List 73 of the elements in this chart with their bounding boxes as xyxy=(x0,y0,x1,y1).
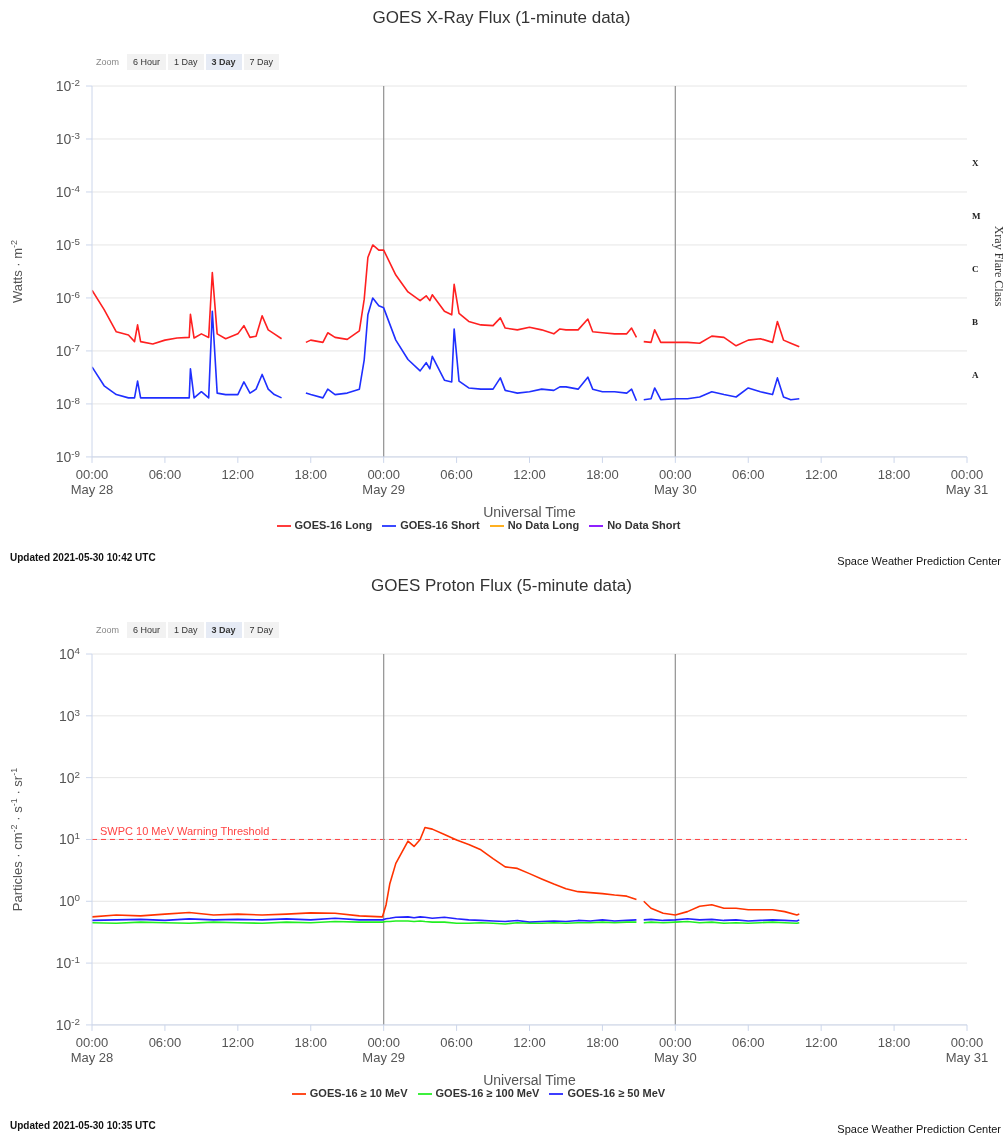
x-tick-label: 00:00 May 31 xyxy=(945,466,989,497)
x-tick-label: 12:00 xyxy=(804,466,838,482)
x-tick-label: 00:00 May 29 xyxy=(362,1034,405,1065)
text: 6 Hour xyxy=(127,622,167,638)
y-tick-label: 10$^{0}$ xyxy=(58,891,81,910)
x-tick-label: 18:00 xyxy=(294,1034,328,1050)
x-tick-label: 18:00 xyxy=(586,466,619,482)
text: Zoom xyxy=(95,624,120,637)
text: Zoom xyxy=(95,56,120,69)
text: Updated 2021-05-30 10:35 UTC xyxy=(10,1120,156,1131)
y-tick-label: 10$^{4}$ xyxy=(58,644,81,662)
y-tick-label: 10$^{-2}$ xyxy=(55,1015,80,1033)
legend-label: GOES-16 ≥ 50 MeV xyxy=(567,1086,666,1099)
legend-label: No Data Long xyxy=(507,518,580,531)
x-tick-label: 00:00 May 28 xyxy=(70,1034,114,1065)
text: 6 Hour xyxy=(127,54,167,70)
text: A xyxy=(972,369,979,380)
text: X xyxy=(972,158,979,169)
x-tick-label: 12:00 xyxy=(804,1034,838,1050)
legend-label: GOES-16 ≥ 10 MeV xyxy=(309,1086,408,1099)
x-tick-label: 00:00 May 30 xyxy=(654,1034,697,1065)
x-tick-label: 18:00 xyxy=(877,1034,911,1050)
text: 1 Day xyxy=(168,622,204,638)
x-tick-label: 06:00 xyxy=(731,466,765,482)
x-axis-title: Universal Time xyxy=(483,1071,576,1088)
chart-title: GOES Proton Flux (5-minute data) xyxy=(370,576,633,596)
x-tick-label: 06:00 xyxy=(148,1034,182,1050)
x-tick-label: 12:00 xyxy=(513,466,546,482)
text: M xyxy=(972,211,981,222)
chart-title: GOES X-Ray Flux (1-minute data) xyxy=(371,8,632,28)
x-tick-label: 06:00 xyxy=(440,466,473,482)
x-tick-label: 18:00 xyxy=(586,1034,619,1050)
x-tick-label: 00:00 May 29 xyxy=(362,466,405,497)
y-tick-label: 10$^{-7}$ xyxy=(55,341,80,359)
text: 7 Day xyxy=(243,54,280,70)
x-tick-label: 06:00 xyxy=(148,466,182,482)
text: Updated 2021-05-30 10:42 UTC xyxy=(10,552,156,563)
y-tick-label: 10$^{-2}$ xyxy=(55,76,80,94)
x-tick-label: 12:00 xyxy=(513,1034,546,1050)
y-tick-label: 10$^{-4}$ xyxy=(55,182,81,200)
y-tick-label: 10$^{-9}$ xyxy=(55,447,80,465)
x-tick-label: 00:00 May 30 xyxy=(654,466,697,497)
y2-axis-title: Xray Flare Class xyxy=(992,225,1003,307)
text: 1 Day xyxy=(168,54,204,70)
text: 3 Day xyxy=(205,622,242,638)
legend-label: No Data Short xyxy=(607,518,681,531)
legend-label: GOES-16 Long xyxy=(294,518,373,531)
y-tick-label: 10$^{2}$ xyxy=(58,768,80,786)
x-tick-label: 18:00 xyxy=(877,466,911,482)
text: 7 Day xyxy=(243,622,280,638)
y-tick-label: 10$^{-6}$ xyxy=(55,288,81,306)
x-tick-label: 06:00 xyxy=(731,1034,765,1050)
x-tick-label: 00:00 May 31 xyxy=(945,1034,989,1065)
y-tick-label: 10$^{-5}$ xyxy=(55,235,81,253)
legend-label: GOES-16 Short xyxy=(400,518,480,531)
text: Space Weather Prediction Center xyxy=(837,1123,1001,1135)
legend-label: GOES-16 ≥ 100 MeV xyxy=(435,1086,540,1099)
text: Space Weather Prediction Center xyxy=(837,555,1001,567)
text: B xyxy=(972,317,979,328)
text: 3 Day xyxy=(205,54,242,70)
x-tick-label: 06:00 xyxy=(440,1034,473,1050)
x-tick-label: 18:00 xyxy=(294,466,328,482)
y-tick-label: 10$^{-8}$ xyxy=(55,394,81,412)
y-tick-label: 10$^{3}$ xyxy=(58,706,81,724)
x-tick-label: 12:00 xyxy=(221,466,255,482)
y-tick-label: 10$^{-3}$ xyxy=(55,129,81,147)
x-axis-title: Universal Time xyxy=(483,503,576,520)
x-tick-label: 12:00 xyxy=(221,1034,255,1050)
ref-line-label: SWPC 10 MeV Warning Threshold xyxy=(100,825,270,838)
y-tick-label: 10$^{-1}$ xyxy=(55,953,80,972)
text: C xyxy=(972,264,979,275)
y-tick-label: 10$^{1}$ xyxy=(58,829,80,848)
x-tick-label: 00:00 May 28 xyxy=(70,466,114,497)
